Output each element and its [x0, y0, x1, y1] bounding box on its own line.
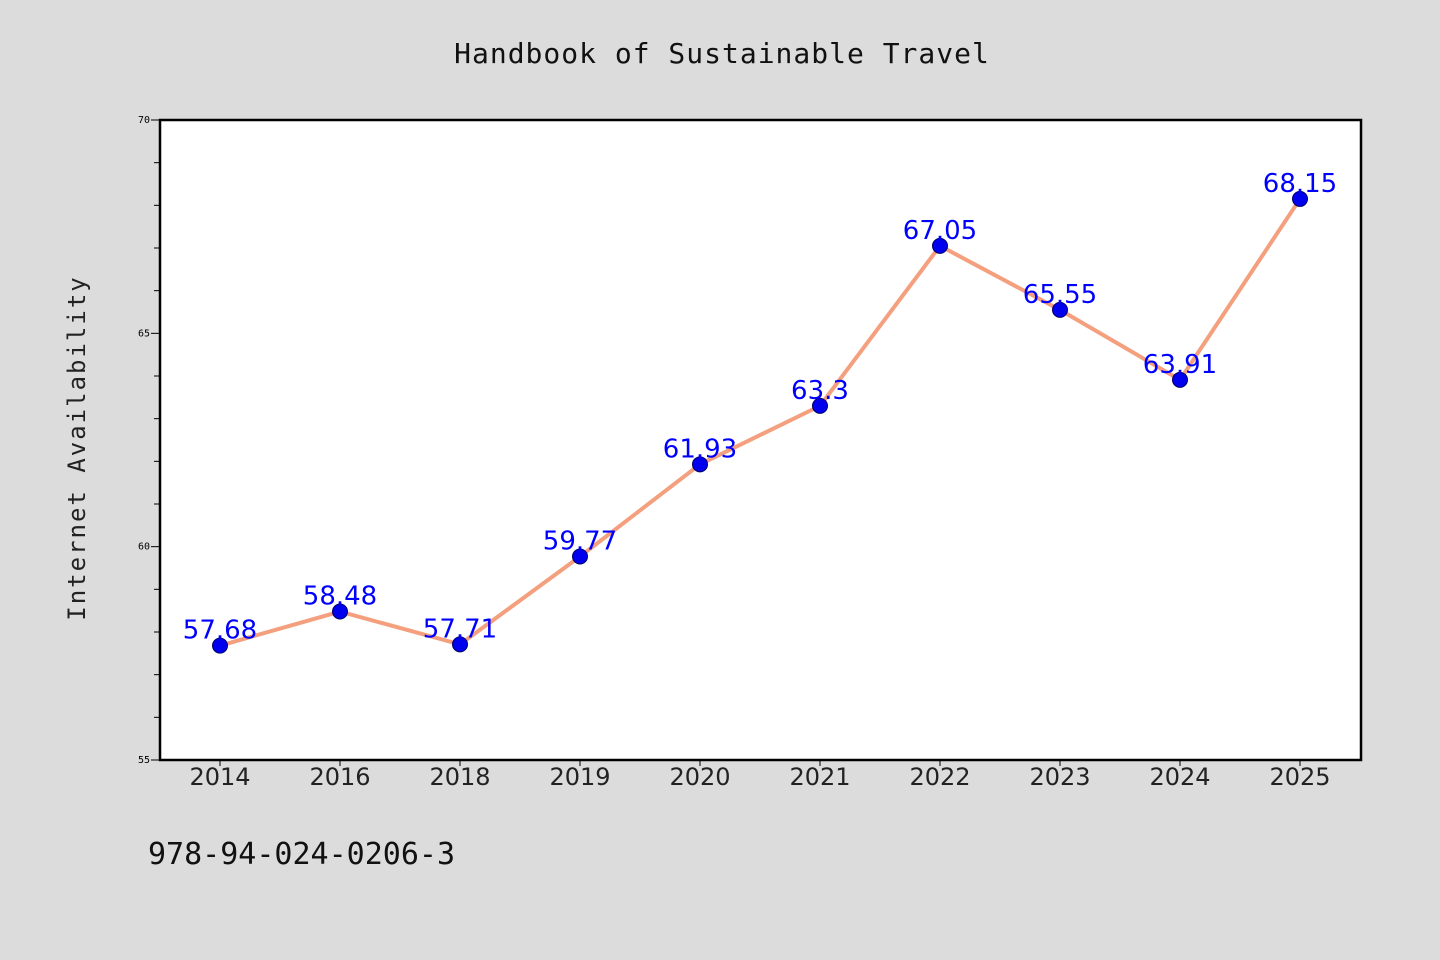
y-tick-label: 65 — [138, 328, 150, 339]
x-tick-label: 2024 — [1149, 763, 1210, 791]
data-point-marker — [932, 237, 948, 254]
data-label: 59.77 — [543, 526, 617, 556]
data-points — [212, 190, 1308, 654]
x-tick-label: 2016 — [309, 763, 370, 791]
data-point-marker — [572, 548, 588, 565]
chart-title: Handbook of Sustainable Travel — [454, 37, 990, 70]
data-label: 63.3 — [791, 376, 849, 406]
series-line-group — [218, 196, 1302, 648]
data-label: 61.93 — [663, 434, 737, 464]
data-point-marker — [212, 637, 228, 654]
y-axis-ticks: 55 60 65 70 — [138, 115, 160, 766]
x-axis-ticks: 2014 2016 2018 2019 2020 2021 2022 2023 2024 2025 — [189, 760, 1331, 791]
x-tick-label: 2025 — [1269, 763, 1330, 791]
data-label: 63.91 — [1143, 350, 1217, 380]
x-tick-label: 2022 — [909, 763, 970, 791]
data-point-marker — [1172, 371, 1188, 388]
series-line — [218, 196, 1302, 648]
x-tick-label: 2021 — [789, 763, 850, 791]
x-tick-label: 2014 — [189, 763, 250, 791]
y-tick-label: 55 — [138, 755, 150, 766]
plot-frame — [158, 118, 1363, 762]
x-tick-label: 2018 — [429, 763, 490, 791]
data-label: 65.55 — [1023, 280, 1097, 310]
data-label: 57.68 — [183, 616, 257, 646]
data-label: 57.71 — [423, 614, 497, 644]
x-tick-label: 2019 — [549, 763, 610, 791]
x-tick-label: 2020 — [669, 763, 730, 791]
data-point-marker — [1052, 301, 1068, 318]
y-axis-label: Internet Availability — [63, 275, 91, 620]
data-label: 58.48 — [303, 582, 377, 612]
data-point-marker — [692, 456, 708, 473]
plot-area — [160, 120, 1361, 760]
data-labels: 57.68 58.48 57.71 59.77 61.93 63.3 67.05 65.55 6… — [183, 169, 1337, 646]
y-tick-label: 70 — [138, 115, 150, 126]
y-tick-label: 60 — [138, 542, 150, 553]
isbn-text: 978-94-024-0206-3 — [148, 837, 455, 872]
data-point-marker — [452, 636, 468, 653]
data-label: 68.15 — [1263, 169, 1337, 199]
data-label: 67.05 — [903, 216, 977, 246]
x-tick-label: 2023 — [1029, 763, 1090, 791]
data-point-marker — [812, 397, 828, 414]
data-point-marker — [332, 603, 348, 620]
data-point-marker — [1292, 190, 1308, 207]
